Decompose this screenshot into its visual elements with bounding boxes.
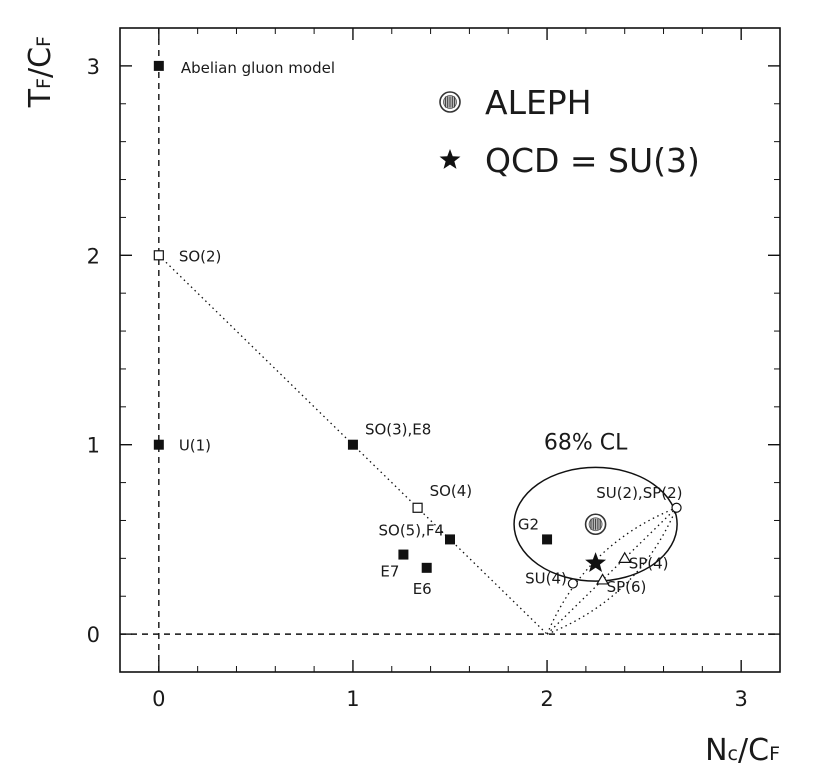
data-point <box>398 549 409 560</box>
data-point <box>153 439 164 450</box>
y-tick-label: 0 <box>87 623 100 647</box>
point-label: SO(4) <box>430 482 473 500</box>
point-label: E7 <box>380 563 399 581</box>
point-label: SP(6) <box>607 578 647 596</box>
confidence-label: 68% CL <box>544 430 628 455</box>
y-tick-label: 1 <box>87 434 100 458</box>
x-tick-label: 3 <box>734 687 747 711</box>
data-point <box>347 439 358 450</box>
y-tick-label: 2 <box>87 244 100 268</box>
y-tick-label: 3 <box>87 55 100 79</box>
point-label: SU(4) <box>525 570 567 588</box>
dotted-line <box>546 507 677 635</box>
data-point <box>671 502 682 513</box>
data-point <box>542 534 553 545</box>
data-point <box>584 513 607 536</box>
data-point <box>153 60 164 71</box>
legend-marker <box>439 149 461 169</box>
data-point <box>421 562 432 573</box>
data-point <box>596 573 610 585</box>
x-tick-label: 0 <box>152 687 165 711</box>
point-label: Abelian gluon model <box>181 59 335 77</box>
point-label: SO(2) <box>179 247 222 265</box>
x-tick-label: 2 <box>540 687 553 711</box>
point-label: E6 <box>413 580 432 598</box>
confidence-ellipse <box>513 466 678 582</box>
y-axis-title: TF/CF <box>23 36 58 108</box>
data-point <box>445 534 455 545</box>
data-point <box>618 551 632 563</box>
data-point <box>412 502 423 513</box>
data-point <box>567 578 578 589</box>
x-axis-title: Nc/CF <box>705 733 780 768</box>
legend-marker <box>439 91 461 113</box>
plot-frame <box>119 27 781 673</box>
legend-label: ALEPH <box>485 83 592 122</box>
data-point <box>585 552 607 572</box>
point-label: SP(4) <box>629 554 669 572</box>
x-tick-label: 1 <box>346 687 359 711</box>
point-label: U(1) <box>179 437 211 455</box>
point-label: G2 <box>518 515 539 533</box>
point-label: SO(3),E8 <box>365 421 431 439</box>
data-point <box>153 250 164 261</box>
legend-label: QCD = SU(3) <box>485 141 700 180</box>
point-label: SO(5),F4 <box>378 521 444 539</box>
point-label: SU(2),SP(2) <box>596 484 682 502</box>
